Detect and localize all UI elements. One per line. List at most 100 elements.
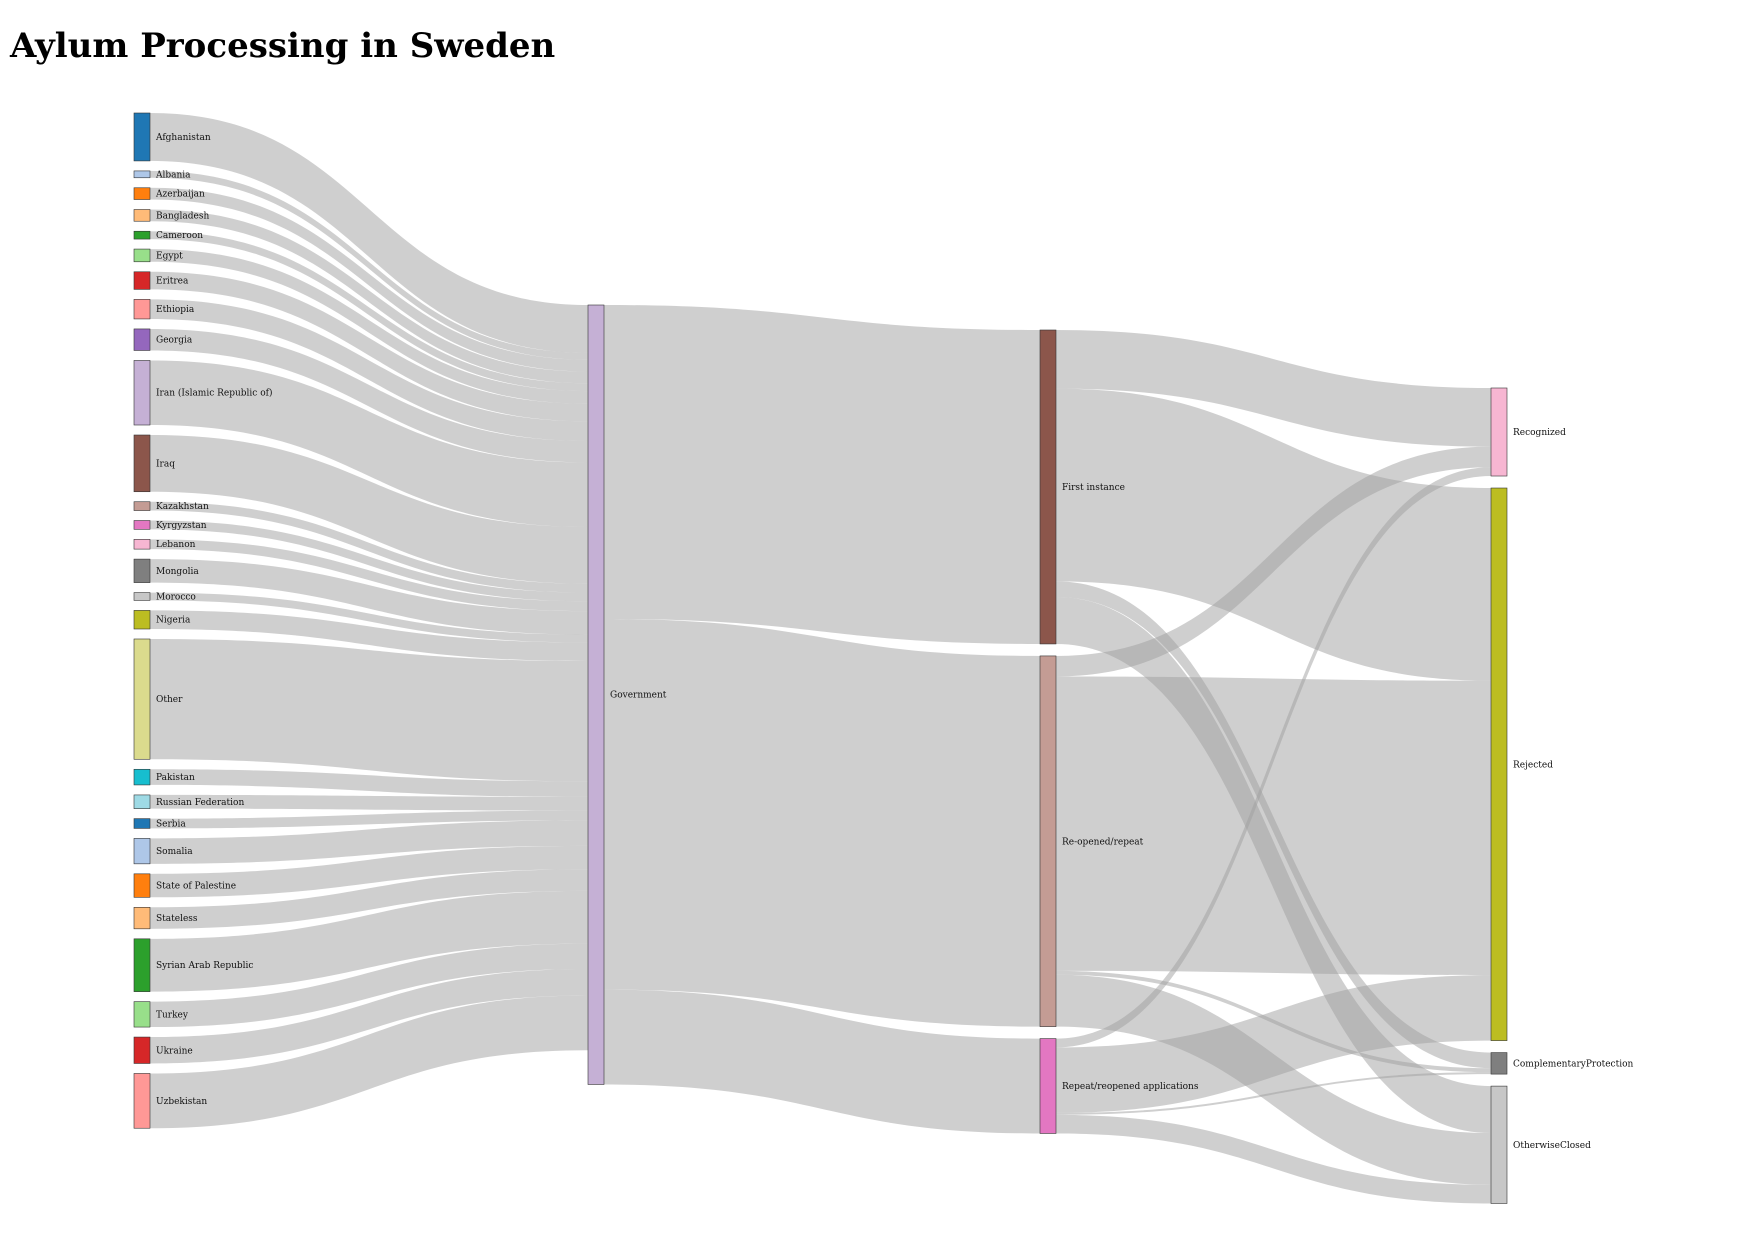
node-fi <box>1039 329 1057 645</box>
node-irn <box>133 360 151 426</box>
link-leb-gov <box>150 539 588 612</box>
link-ban-gov <box>150 209 588 384</box>
node-label-rec: Recognized <box>1513 428 1566 438</box>
link-kgz-gov <box>150 520 588 602</box>
link-kaz-gov <box>150 501 588 593</box>
link-cam-gov <box>150 231 588 392</box>
node-leb <box>133 539 151 550</box>
node-aze <box>133 187 151 200</box>
link-egy-gov <box>150 249 588 404</box>
link-rr-rec <box>1056 446 1491 677</box>
node-label-rej: Rejected <box>1513 760 1553 770</box>
node-pak <box>133 768 151 786</box>
link-afg-gov <box>150 113 588 353</box>
link-irn-gov <box>150 360 588 528</box>
link-fi-rej <box>1056 388 1491 681</box>
node-label-som: Somalia <box>156 847 193 857</box>
node-label-tur: Turkey <box>156 1010 189 1020</box>
node-ukr <box>133 1036 151 1064</box>
node-label-rr: Re-opened/repeat <box>1062 837 1144 847</box>
node-label-gov: Government <box>610 691 667 701</box>
link-eri-gov <box>150 271 588 422</box>
node-label-cam: Cameroon <box>156 231 203 241</box>
node-label-uzb: Uzbekistan <box>156 1097 207 1107</box>
link-rra-oc <box>1056 1114 1491 1204</box>
link-rr-oc <box>1056 974 1491 1185</box>
node-nig <box>133 610 151 630</box>
link-rr-rej <box>1056 676 1491 976</box>
node-rr <box>1039 655 1057 1027</box>
node-mon <box>133 558 151 583</box>
link-rra-rej <box>1056 975 1491 1113</box>
link-gov-fi <box>604 305 1040 644</box>
node-sta <box>133 907 151 930</box>
node-som <box>133 838 151 865</box>
link-rra-rec <box>1056 467 1491 1048</box>
link-syr-gov <box>150 890 588 992</box>
link-eth-gov <box>150 299 588 441</box>
node-geo <box>133 328 151 351</box>
node-label-aze: Azerbaijan <box>155 190 205 200</box>
link-irq-gov <box>150 435 588 584</box>
node-label-oc: OtherwiseClosed <box>1513 1141 1591 1151</box>
node-rra <box>1039 1038 1057 1134</box>
node-label-leb: Lebanon <box>156 540 196 550</box>
node-egy <box>133 248 151 263</box>
node-label-afg: Afghanistan <box>155 133 211 143</box>
node-label-rra: Repeat/reopened applications <box>1062 1082 1199 1092</box>
link-som-gov <box>150 820 588 864</box>
link-gov-rr <box>604 618 1040 1027</box>
node-cam <box>133 230 151 240</box>
node-label-ukr: Ukraine <box>156 1046 193 1056</box>
link-ukr-gov <box>150 969 588 1064</box>
node-oth <box>133 638 151 760</box>
node-label-egy: Egypt <box>156 251 183 261</box>
node-label-ban: Bangladesh <box>156 211 209 221</box>
node-rej <box>1490 487 1508 1041</box>
node-label-mor: Morocco <box>156 592 196 602</box>
link-rus-gov <box>150 794 588 811</box>
node-rus <box>133 794 151 809</box>
node-mor <box>133 592 151 601</box>
link-rra-cp <box>1056 1072 1491 1115</box>
node-label-irn: Iran (Islamic Republic of) <box>156 388 272 399</box>
link-sta-gov <box>150 869 588 929</box>
node-label-geo: Georgia <box>156 336 193 346</box>
node-label-rus: Russian Federation <box>156 798 244 808</box>
node-label-kaz: Kazakhstan <box>156 502 209 512</box>
node-kaz <box>133 501 151 511</box>
link-alb-gov <box>150 170 588 360</box>
node-ser <box>133 818 151 829</box>
link-pak-gov <box>150 769 588 797</box>
node-label-pse: State of Palestine <box>156 882 236 892</box>
node-tur <box>133 1001 151 1028</box>
node-label-eth: Ethiopia <box>156 305 195 315</box>
node-oc <box>1490 1085 1508 1204</box>
node-label-cp: ComplementaryProtection <box>1513 1059 1634 1069</box>
node-alb <box>133 170 151 179</box>
node-label-fi: First instance <box>1062 483 1125 493</box>
node-label-alb: Albania <box>155 170 191 180</box>
page-title: Aylum Processing in Sweden <box>10 26 556 66</box>
node-syr <box>133 938 151 992</box>
node-label-irq: Iraq <box>156 459 175 469</box>
labels-layer: Afghanistan Albania Azerbaijan Bangladesh Ca… <box>155 133 1634 1151</box>
node-cp <box>1490 1052 1508 1075</box>
link-ser-gov <box>150 810 588 829</box>
node-label-oth: Other <box>156 695 183 705</box>
node-label-eri: Eritrea <box>156 277 189 287</box>
link-nig-gov <box>150 610 588 661</box>
link-fi-rec <box>1056 330 1491 447</box>
node-ban <box>133 209 151 222</box>
node-kgz <box>133 520 151 530</box>
link-mon-gov <box>150 559 588 635</box>
node-rec <box>1490 387 1508 477</box>
link-pse-gov <box>150 845 588 898</box>
node-label-nig: Nigeria <box>156 616 191 626</box>
node-label-syr: Syrian Arab Republic <box>156 961 253 971</box>
node-label-mon: Mongolia <box>156 567 199 577</box>
link-mor-gov <box>150 592 588 643</box>
node-label-ser: Serbia <box>156 820 186 830</box>
nodes-layer <box>133 112 1508 1204</box>
node-afg <box>133 112 151 162</box>
